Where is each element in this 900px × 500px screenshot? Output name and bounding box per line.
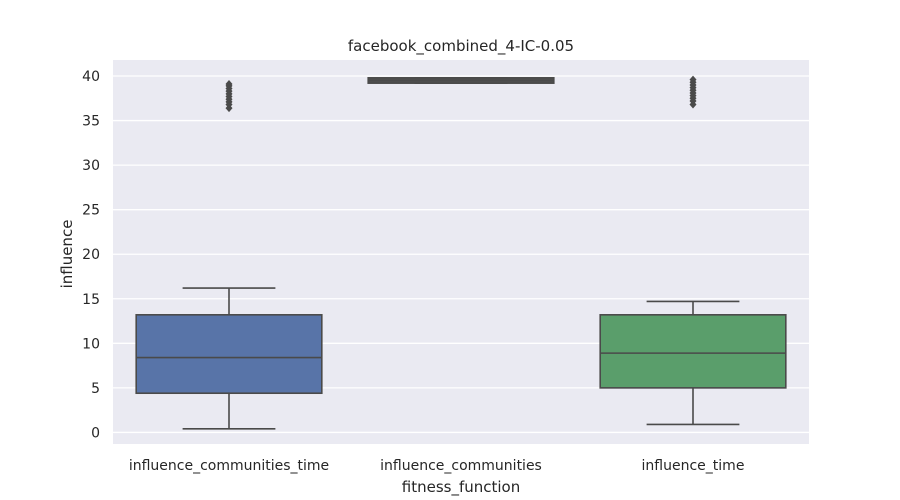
x-tick-label: influence_communities_time — [129, 458, 329, 474]
y-tick-label: 30 — [82, 158, 100, 174]
x-tick-labels: influence_communities_time influence_comm… — [129, 458, 745, 474]
y-tick-label: 5 — [91, 381, 100, 397]
y-tick-labels: 0 5 10 15 20 25 30 35 40 — [82, 69, 100, 441]
box-influence_time — [599, 75, 787, 426]
x-tick-label: influence_time — [642, 458, 745, 474]
x-axis-title: fitness_function — [402, 478, 520, 497]
box-influence_communities_time — [135, 80, 323, 430]
y-axis-title: influence — [58, 220, 76, 289]
y-tick-label: 20 — [82, 247, 100, 263]
iqr-box — [135, 314, 323, 395]
y-tick-label: 35 — [82, 114, 100, 130]
y-tick-label: 15 — [82, 292, 100, 308]
outlier-point — [689, 75, 697, 84]
x-tick-label: influence_communities — [380, 458, 542, 474]
y-tick-label: 10 — [82, 336, 100, 352]
outlier-point — [225, 80, 233, 89]
y-tick-label: 40 — [82, 69, 100, 85]
chart-title: facebook_combined_4-IC-0.05 — [348, 37, 574, 56]
box-influence_communities — [367, 77, 555, 84]
y-tick-label: 25 — [82, 203, 100, 219]
boxes — [135, 75, 787, 430]
iqr-box — [599, 314, 787, 389]
y-tick-label: 0 — [91, 425, 100, 441]
